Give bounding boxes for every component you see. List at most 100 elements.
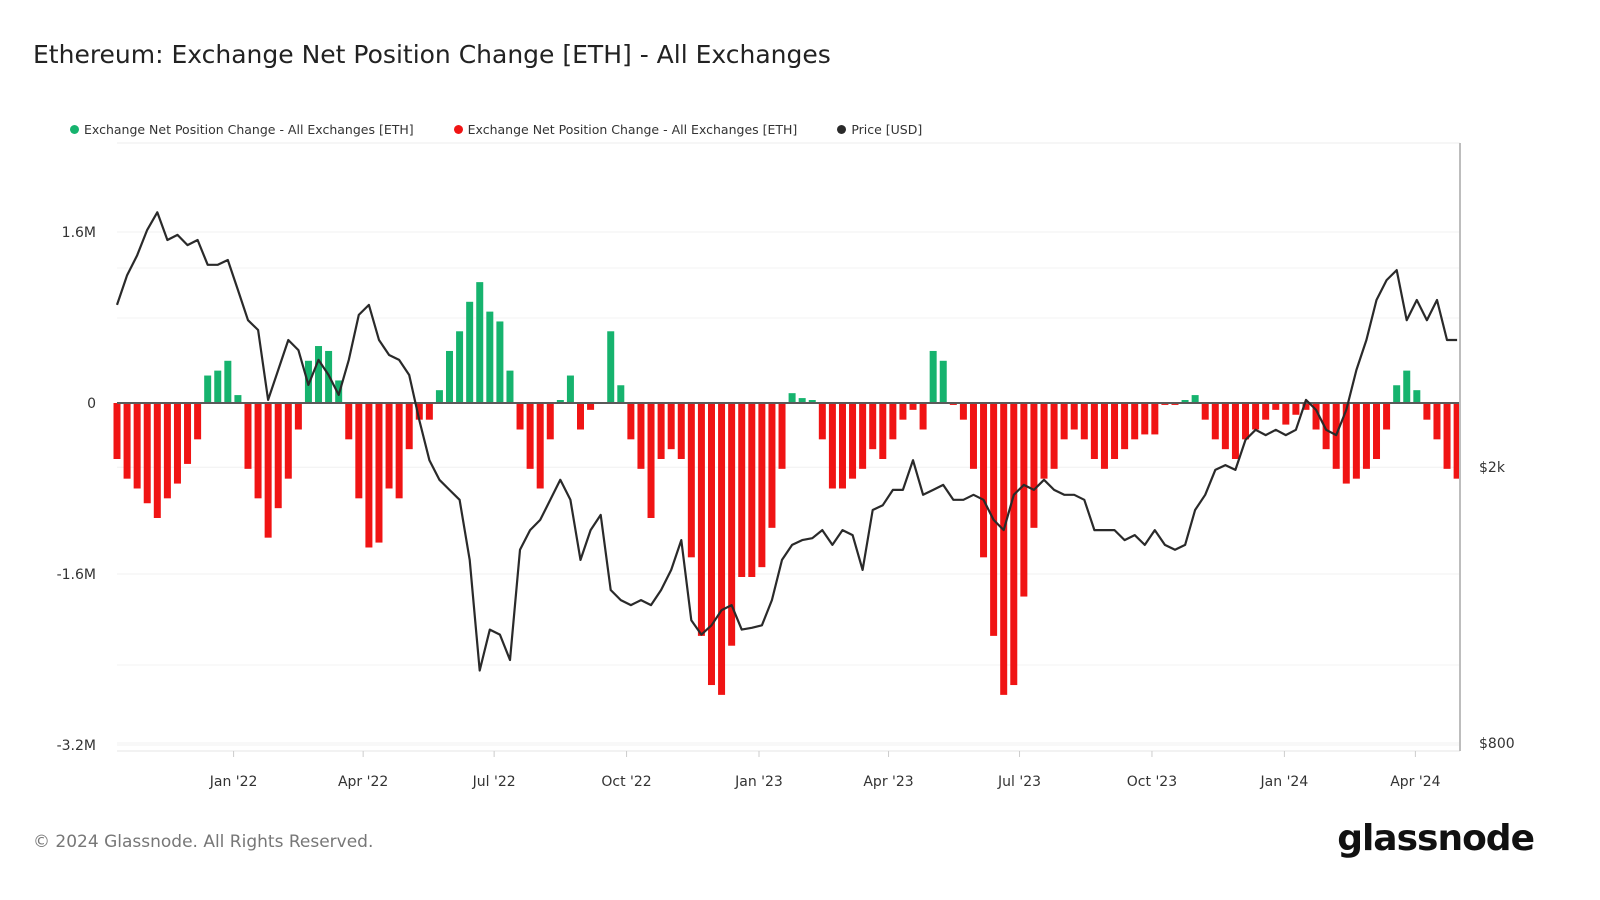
bar-negative (1080, 403, 1088, 440)
bar-positive (617, 385, 625, 403)
x-tick-label: Jan '22 (209, 774, 258, 790)
legend: Exchange Net Position Change - All Excha… (70, 122, 922, 137)
bar-negative (1252, 403, 1260, 430)
bar-negative (153, 403, 161, 518)
y-left-tick-label: 0 (87, 396, 96, 412)
legend-item-positive[interactable]: Exchange Net Position Change - All Excha… (70, 122, 414, 137)
legend-item-price[interactable]: Price [USD] (837, 122, 922, 137)
y-left-tick-label: -1.6M (57, 567, 96, 583)
bar-negative (123, 403, 131, 479)
bar-negative (294, 403, 302, 430)
bar-negative (385, 403, 393, 489)
bar-negative (143, 403, 151, 504)
bar-negative (1352, 403, 1360, 479)
bar-negative (244, 403, 252, 469)
legend-item-negative[interactable]: Exchange Net Position Change - All Excha… (453, 122, 797, 137)
bar-positive (566, 375, 574, 403)
glassnode-logo: glassnode (1337, 818, 1535, 859)
bar-negative (959, 403, 967, 420)
bar-negative (1100, 403, 1108, 469)
x-tick-label: Oct '23 (1127, 774, 1177, 790)
y-right-tick-label: $2k (1479, 460, 1506, 476)
bar-negative (587, 403, 595, 410)
bar-positive (456, 331, 464, 403)
bar-negative (1342, 403, 1350, 484)
bar-negative (1312, 403, 1320, 430)
bar-negative (254, 403, 262, 499)
price-line (115, 211, 1458, 672)
bar-negative (345, 403, 353, 440)
bar-negative (778, 403, 786, 469)
bar-negative (1373, 403, 1381, 460)
bar-negative (1121, 403, 1129, 450)
bar-positive (506, 370, 514, 403)
bar-positive (486, 311, 494, 403)
bar-positive (496, 321, 504, 403)
bar-negative (274, 403, 282, 509)
bar-negative (657, 403, 665, 460)
bar-negative (526, 403, 534, 469)
bar-negative (284, 403, 292, 479)
bar-negative (909, 403, 917, 410)
bar-negative (113, 403, 121, 460)
bar-positive (435, 390, 443, 403)
bar-negative (1453, 403, 1461, 479)
bar-negative (707, 403, 715, 686)
bar-negative (969, 403, 977, 469)
bar-positive (446, 350, 454, 403)
bar-positive (315, 346, 323, 403)
bar-negative (163, 403, 171, 499)
bar-negative (1433, 403, 1441, 440)
bar-negative (194, 403, 202, 440)
bar-negative (1282, 403, 1290, 425)
bar-negative (667, 403, 675, 450)
bar-positive (939, 360, 947, 403)
x-tick-label: Oct '22 (601, 774, 651, 790)
bar-positive (224, 360, 232, 403)
bar-negative (738, 403, 746, 577)
bar-positive (929, 350, 937, 403)
bar-negative (1201, 403, 1209, 420)
bar-negative (677, 403, 685, 460)
bar-negative (1090, 403, 1098, 460)
bar-negative (1272, 403, 1280, 410)
bar-negative (697, 403, 705, 636)
bar-positive (798, 398, 806, 403)
x-tick-label: Jul '23 (997, 774, 1041, 790)
bar-negative (1000, 403, 1008, 695)
bar-negative (869, 403, 877, 450)
bar-positive (476, 282, 484, 403)
bar-positive (808, 400, 816, 403)
x-tick-label: Apr '24 (1390, 774, 1440, 790)
bar-negative (1242, 403, 1250, 440)
y-right-tick-label: $800 (1479, 736, 1515, 752)
bar-negative (133, 403, 141, 489)
bar-positive (1393, 385, 1401, 403)
y-left-tick-label: 1.6M (62, 225, 96, 241)
bar-negative (818, 403, 826, 440)
bar-positive (607, 331, 615, 403)
bar-negative (1383, 403, 1391, 430)
bar-negative (1040, 403, 1048, 479)
bar-negative (546, 403, 554, 440)
legend-dot-red-icon (453, 125, 463, 134)
legend-label: Price [USD] (851, 122, 923, 137)
legend-dot-black-icon (837, 125, 847, 134)
bar-positive (1191, 395, 1199, 403)
bar-negative (899, 403, 907, 420)
bar-negative (1443, 403, 1451, 469)
bar-negative (859, 403, 867, 469)
bar-negative (838, 403, 846, 489)
bar-negative (1231, 403, 1239, 460)
bar-positive (556, 400, 564, 403)
bar-negative (828, 403, 836, 489)
x-tick-label: Jul '22 (472, 774, 516, 790)
bar-negative (1302, 403, 1310, 410)
bar-negative (577, 403, 585, 430)
x-tick-label: Apr '22 (338, 774, 388, 790)
bar-negative (1050, 403, 1058, 469)
bar-negative (627, 403, 635, 440)
bar-negative (395, 403, 403, 499)
bar-negative (536, 403, 544, 489)
bar-positive (204, 375, 212, 403)
